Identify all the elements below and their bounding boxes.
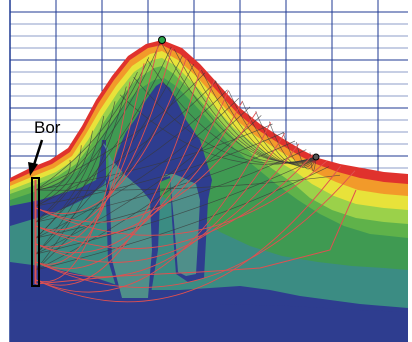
ray-path-dark [35, 101, 116, 255]
ray-paths-red [35, 45, 357, 303]
body-column-2 [162, 174, 200, 276]
ray-path-red [35, 132, 286, 278]
ray-path-dark [296, 142, 317, 170]
ray-path-red [35, 63, 145, 265]
ray-path-red [35, 58, 187, 214]
ray-path-dark [35, 157, 318, 255]
ray-path-dark [173, 49, 317, 163]
ray-path-red [35, 68, 201, 286]
ray-path-red [35, 90, 229, 254]
ray-path-red [35, 100, 243, 238]
ray-path-dark [35, 71, 138, 191]
borehole-label: Bor [34, 118, 61, 137]
ray-path-dark [241, 100, 317, 166]
ray-path-red [35, 154, 314, 250]
ray-path-red [35, 189, 357, 285]
ray-path-red [35, 165, 342, 303]
ray-path-red [35, 111, 257, 223]
ray-path-dark [35, 89, 228, 223]
ray-path-dark [282, 131, 317, 168]
ray-path-dark [35, 174, 341, 191]
ray-path-dark [187, 59, 317, 163]
ray-path-dark [35, 72, 206, 191]
ray-path-red [35, 160, 328, 236]
ray-path-red [35, 47, 173, 231]
ray-path-red [35, 143, 300, 263]
ray-path-red [35, 170, 356, 288]
ray-path-dark [214, 80, 317, 164]
ray-path-red [35, 79, 215, 270]
ray-path-dark [35, 80, 217, 207]
source-marker [312, 153, 320, 161]
body-column-1 [102, 142, 152, 298]
bedrock-overlay [10, 300, 408, 342]
ray-path-red [35, 122, 272, 293]
ray-path-red [35, 81, 131, 282]
ray-path-red [35, 45, 159, 248]
borehole-marker [31, 177, 40, 287]
summit-marker [158, 36, 166, 44]
arrow-head-icon [28, 162, 38, 176]
ray-path-dark [35, 132, 284, 207]
